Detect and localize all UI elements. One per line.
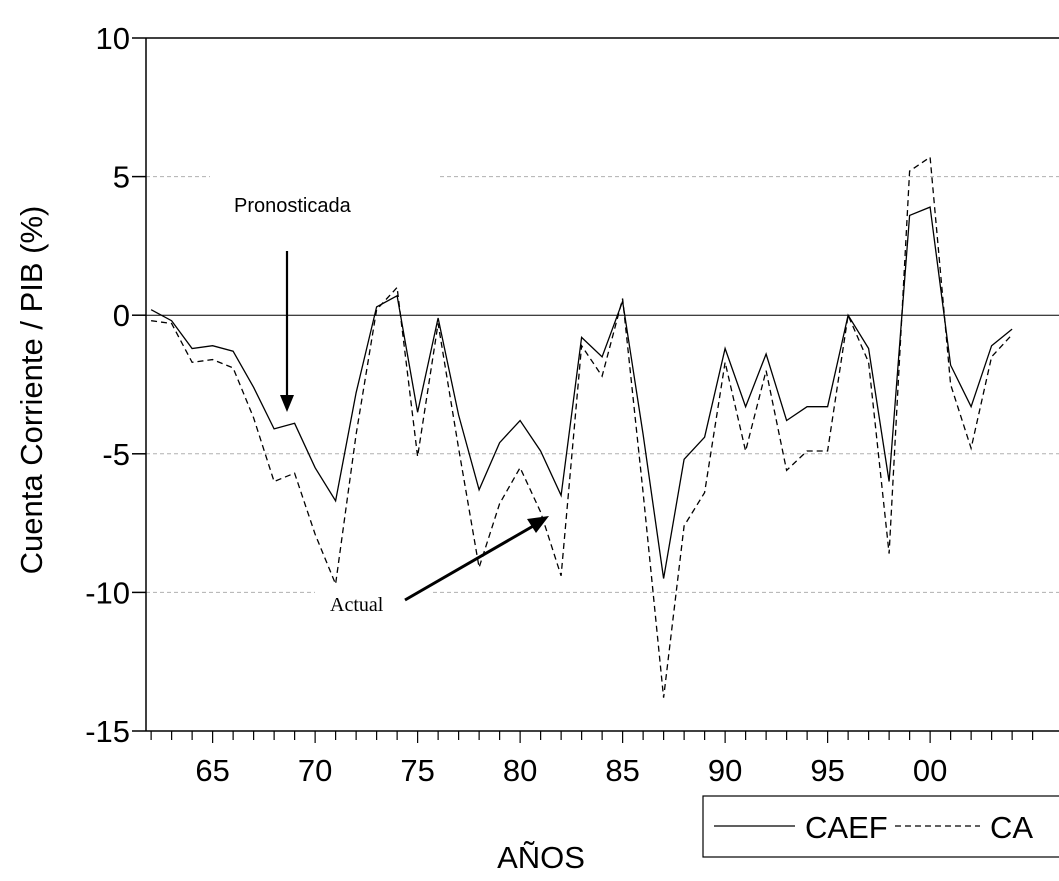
series-line-caef bbox=[150, 206, 1013, 579]
annotation-backing bbox=[210, 176, 438, 188]
grid-lines bbox=[146, 176, 1059, 593]
legend: CAEF CA bbox=[702, 795, 1059, 858]
x-tick-label: 95 bbox=[810, 753, 844, 788]
x-tick-label: 80 bbox=[503, 753, 537, 788]
arrow-actual-shaft bbox=[404, 523, 536, 602]
y-tick-label: -15 bbox=[85, 714, 130, 749]
y-tick-label: 0 bbox=[113, 298, 130, 333]
x-tick-label: 85 bbox=[605, 753, 639, 788]
annotation-backing bbox=[315, 587, 433, 601]
x-tick-label: 65 bbox=[195, 753, 229, 788]
x-tick-label: 90 bbox=[708, 753, 742, 788]
arrow-actual-head bbox=[527, 516, 549, 533]
y-axis-ticks: 10 5 0 -5 -10 -15 bbox=[85, 21, 146, 749]
arrow-pronosticada-head bbox=[280, 395, 294, 412]
x-axis-title: AÑOS bbox=[497, 840, 585, 875]
y-tick-label: -5 bbox=[102, 437, 130, 472]
plot-frame bbox=[145, 37, 1059, 732]
x-tick-label: 70 bbox=[298, 753, 332, 788]
legend-label-caef: CAEF bbox=[805, 810, 888, 845]
annotations: Pronosticada Actual bbox=[210, 176, 549, 616]
y-tick-label: 10 bbox=[96, 21, 130, 56]
x-axis-ticks: 65 70 75 80 85 90 95 00 bbox=[150, 731, 1034, 788]
legend-label-ca: CA bbox=[990, 810, 1033, 845]
y-axis-title: Cuenta Corriente / PIB (%) bbox=[14, 206, 49, 575]
annotation-pronosticada: Pronosticada bbox=[234, 195, 352, 217]
y-tick-label: 5 bbox=[113, 160, 130, 195]
y-tick-label: -10 bbox=[85, 575, 130, 610]
annotation-actual: Actual bbox=[330, 594, 384, 616]
x-tick-label: 00 bbox=[913, 753, 947, 788]
series-lines bbox=[150, 156, 1013, 698]
series-line-ca bbox=[151, 156, 1013, 698]
x-tick-label: 75 bbox=[400, 753, 434, 788]
